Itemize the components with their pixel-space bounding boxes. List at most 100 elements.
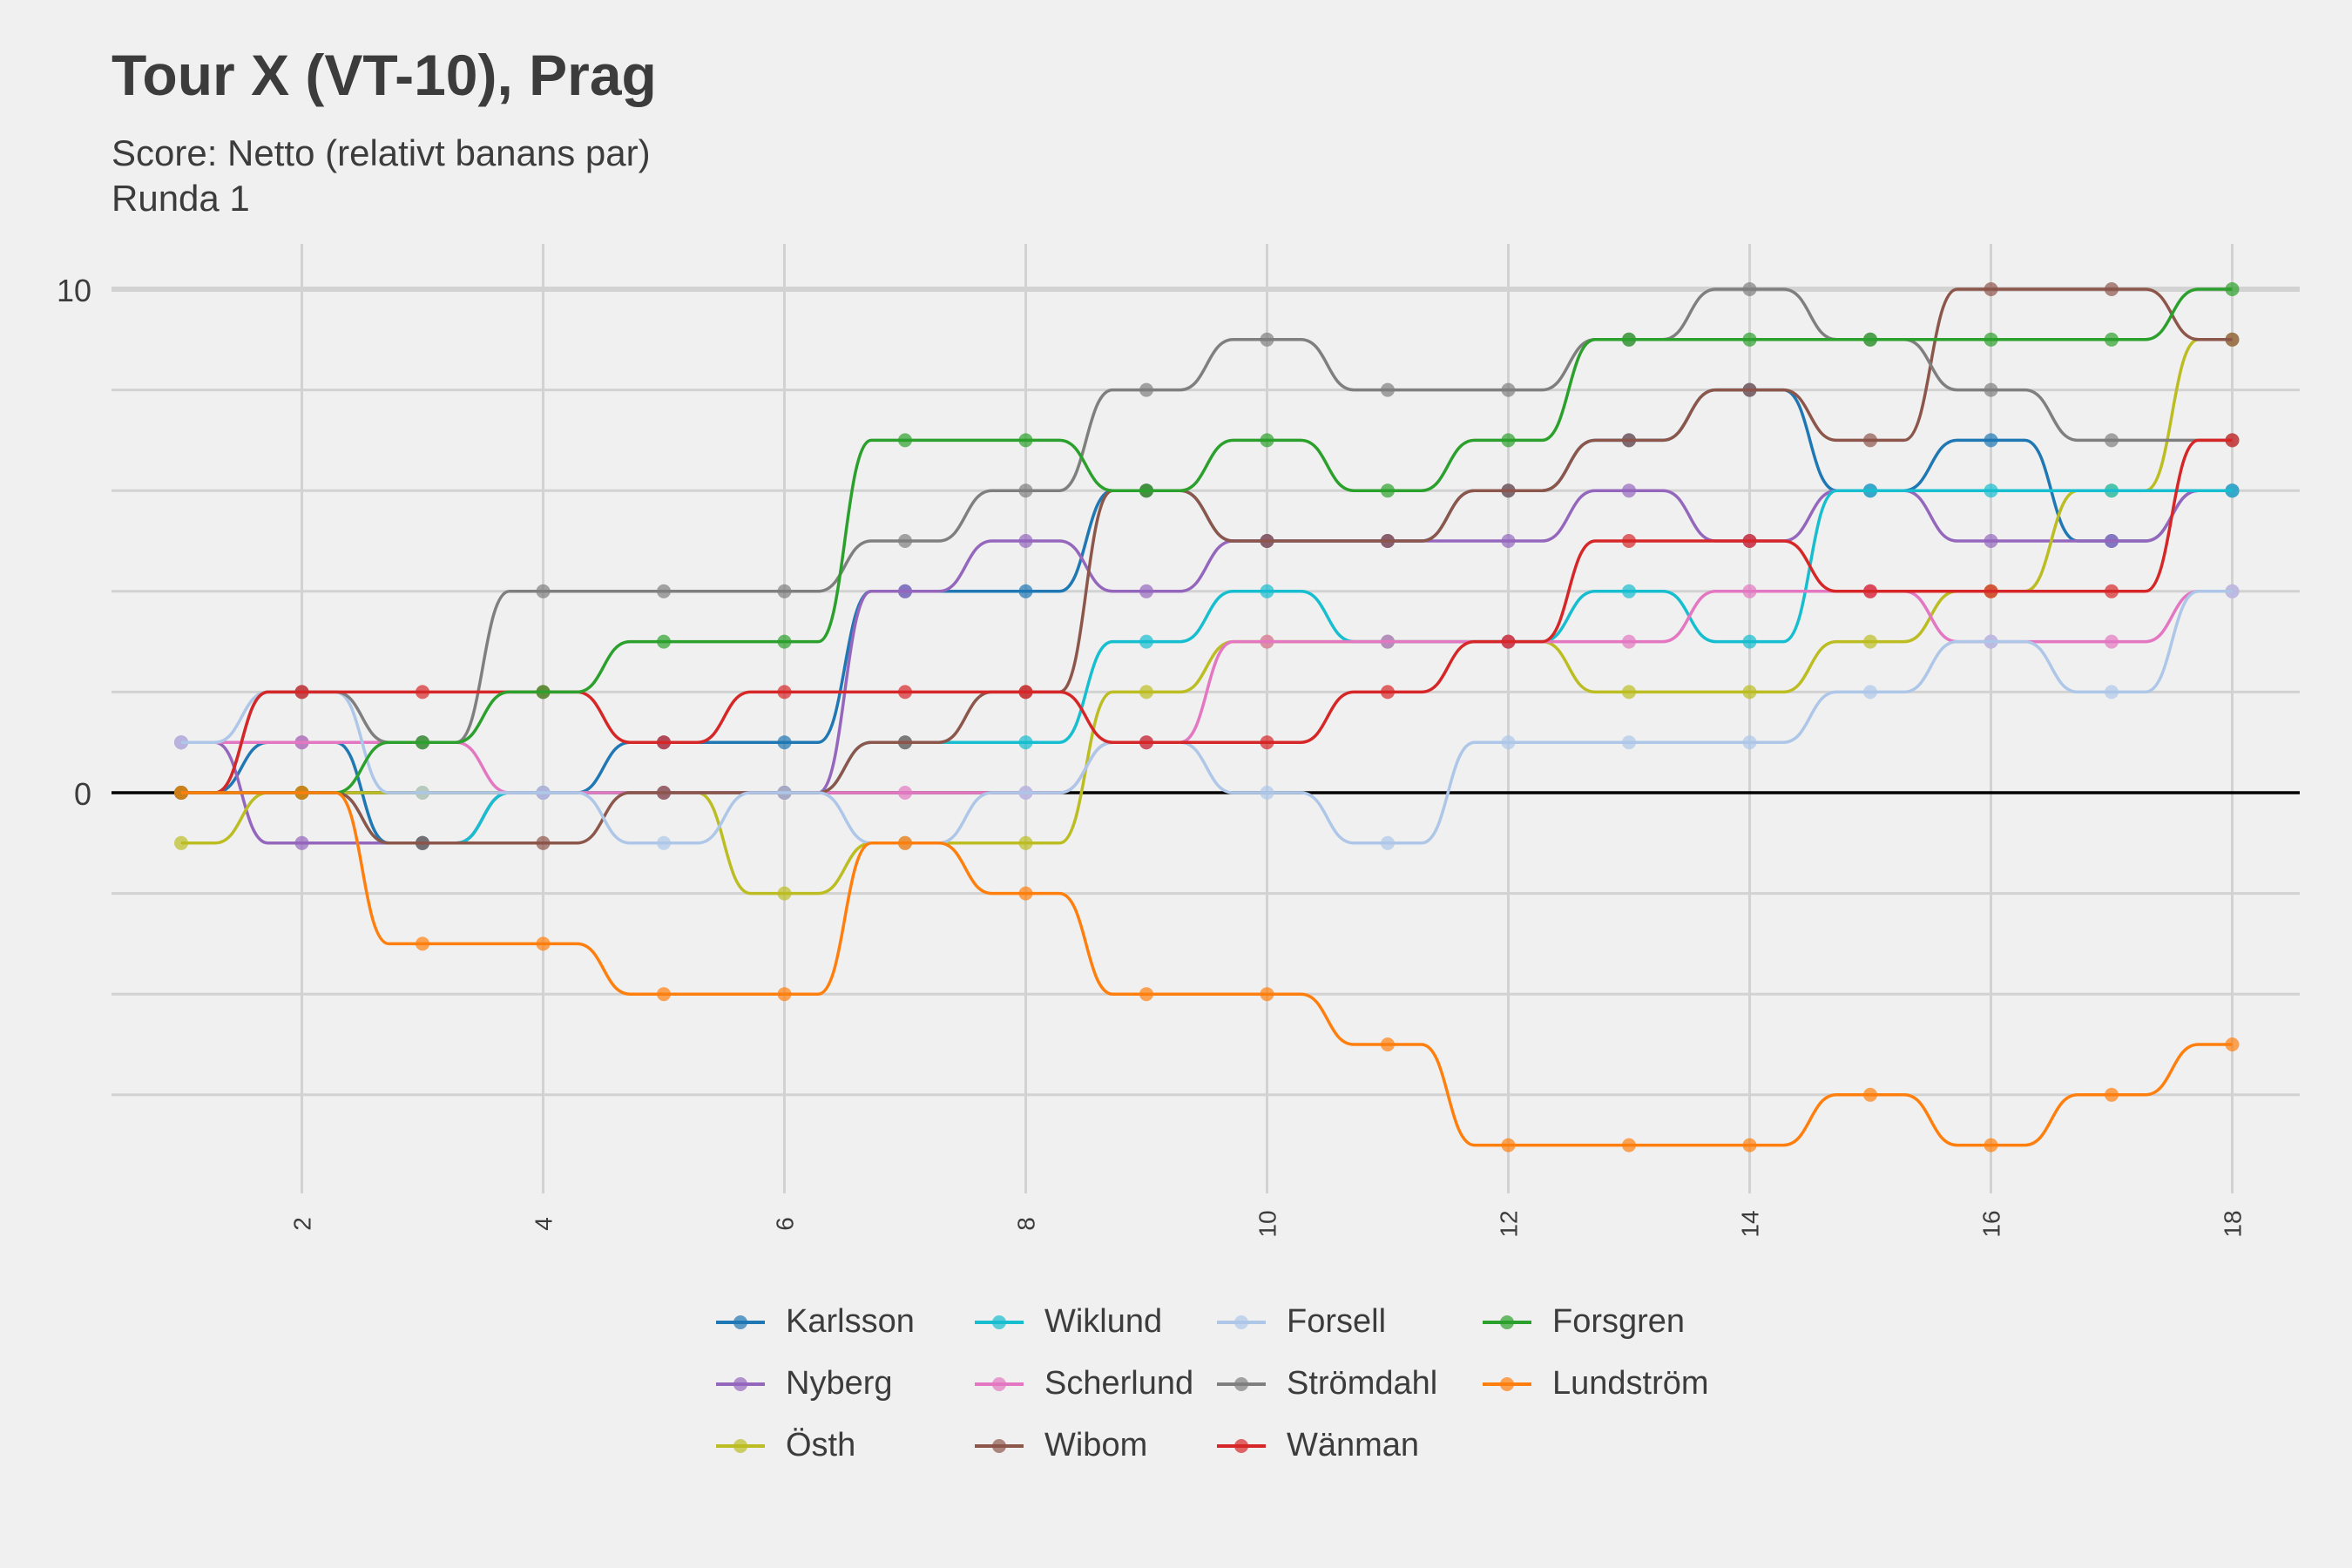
legend-key: [713, 1367, 768, 1402]
data-point: [1984, 433, 1998, 448]
data-point: [1139, 685, 1153, 700]
x-tick-label: 16: [1978, 1210, 2005, 1237]
chart-grid: [112, 244, 2300, 1193]
data-point: [1622, 534, 1636, 548]
data-point: [1018, 483, 1033, 498]
series-line: [181, 287, 2233, 794]
data-point: [1381, 634, 1395, 649]
data-point: [1984, 382, 1998, 397]
data-point: [1018, 835, 1033, 850]
data-point: [1139, 735, 1153, 750]
legend-item-Östh: Östh: [713, 1427, 855, 1464]
data-point: [777, 886, 792, 901]
legend-item-Wiklund: Wiklund: [971, 1303, 1162, 1341]
data-point: [2105, 685, 2119, 700]
data-point: [1139, 483, 1153, 498]
data-point: [898, 433, 912, 448]
data-point: [1018, 735, 1033, 750]
data-point: [1381, 1037, 1395, 1051]
legend-key: [713, 1429, 768, 1463]
legend-key: [1479, 1305, 1535, 1340]
data-point: [536, 936, 551, 951]
data-point: [1742, 634, 1757, 649]
data-point: [294, 735, 309, 750]
legend-key: [971, 1305, 1027, 1340]
legend-item-Strömdahl: Strömdahl: [1213, 1365, 1437, 1402]
data-point: [1984, 332, 1998, 347]
data-point: [1018, 534, 1033, 548]
data-point: [294, 685, 309, 700]
data-point: [1139, 584, 1153, 598]
data-point: [1622, 332, 1636, 347]
data-point: [1501, 382, 1516, 397]
data-point: [1381, 483, 1395, 498]
data-point: [1260, 332, 1274, 347]
chart-tick-labels: 0 10 2 4 6 8 10 12 14 16 18: [57, 273, 2247, 1238]
data-point: [657, 584, 671, 598]
data-point: [1018, 433, 1033, 448]
data-point: [1984, 483, 1998, 498]
data-point: [2105, 332, 2119, 347]
legend-label: Nyberg: [786, 1365, 893, 1402]
legend-key: [1479, 1367, 1535, 1402]
data-point: [1018, 886, 1033, 901]
data-point: [1381, 382, 1395, 397]
legend-item-Scherlund: Scherlund: [971, 1365, 1193, 1402]
data-point: [2225, 483, 2240, 498]
data-point: [1984, 1138, 1998, 1152]
data-point: [1501, 735, 1516, 750]
data-point: [1984, 584, 1998, 598]
legend-label: Karlsson: [786, 1303, 915, 1340]
data-point: [777, 987, 792, 1002]
chart-subtitle-score: Score: Netto (relativt banans par): [112, 132, 651, 173]
data-point: [1742, 1138, 1757, 1152]
legend-item-Nyberg: Nyberg: [713, 1365, 893, 1402]
data-point: [416, 685, 429, 700]
legend-key: [1213, 1305, 1269, 1340]
data-point: [1260, 584, 1274, 598]
data-point: [898, 685, 912, 700]
data-point: [657, 786, 671, 800]
data-point: [536, 786, 551, 800]
data-point: [2105, 634, 2119, 649]
data-point: [294, 835, 309, 850]
data-point: [1742, 584, 1757, 598]
legend-label: Scherlund: [1044, 1365, 1194, 1402]
legend-label: Wibom: [1044, 1427, 1148, 1463]
series-Lundström: [174, 786, 2240, 1152]
data-point: [777, 634, 792, 649]
data-point: [657, 634, 671, 649]
data-point: [416, 735, 429, 750]
data-point: [416, 835, 429, 850]
series-line: [181, 287, 2233, 794]
x-tick-label: 6: [772, 1217, 799, 1231]
chart-subtitle-round: Runda 1: [112, 178, 250, 219]
data-point: [1260, 534, 1274, 548]
legend-label: Östh: [786, 1427, 856, 1463]
legend-item-Wibom: Wibom: [971, 1427, 1147, 1464]
data-point: [1863, 634, 1877, 649]
data-point: [536, 584, 551, 598]
data-point: [2225, 282, 2240, 296]
data-point: [1260, 433, 1274, 448]
legend-key: [1213, 1429, 1269, 1463]
legend-key: [713, 1305, 768, 1340]
legend-label: Strömdahl: [1287, 1365, 1438, 1402]
data-point: [1260, 987, 1274, 1002]
x-tick-label: 2: [289, 1217, 316, 1231]
data-point: [777, 735, 792, 750]
data-point: [1863, 483, 1877, 498]
data-point: [1139, 634, 1153, 649]
data-point: [416, 936, 429, 951]
series-Strömdahl: [174, 282, 2240, 800]
y-tick-label: 10: [57, 273, 91, 308]
legend-label: Wänman: [1287, 1427, 1420, 1463]
data-point: [777, 786, 792, 800]
data-point: [898, 835, 912, 850]
data-point: [1984, 534, 1998, 548]
legend-label: Lundström: [1552, 1365, 1709, 1402]
data-point: [1381, 685, 1395, 700]
data-point: [1742, 282, 1757, 296]
data-point: [1501, 1138, 1516, 1152]
